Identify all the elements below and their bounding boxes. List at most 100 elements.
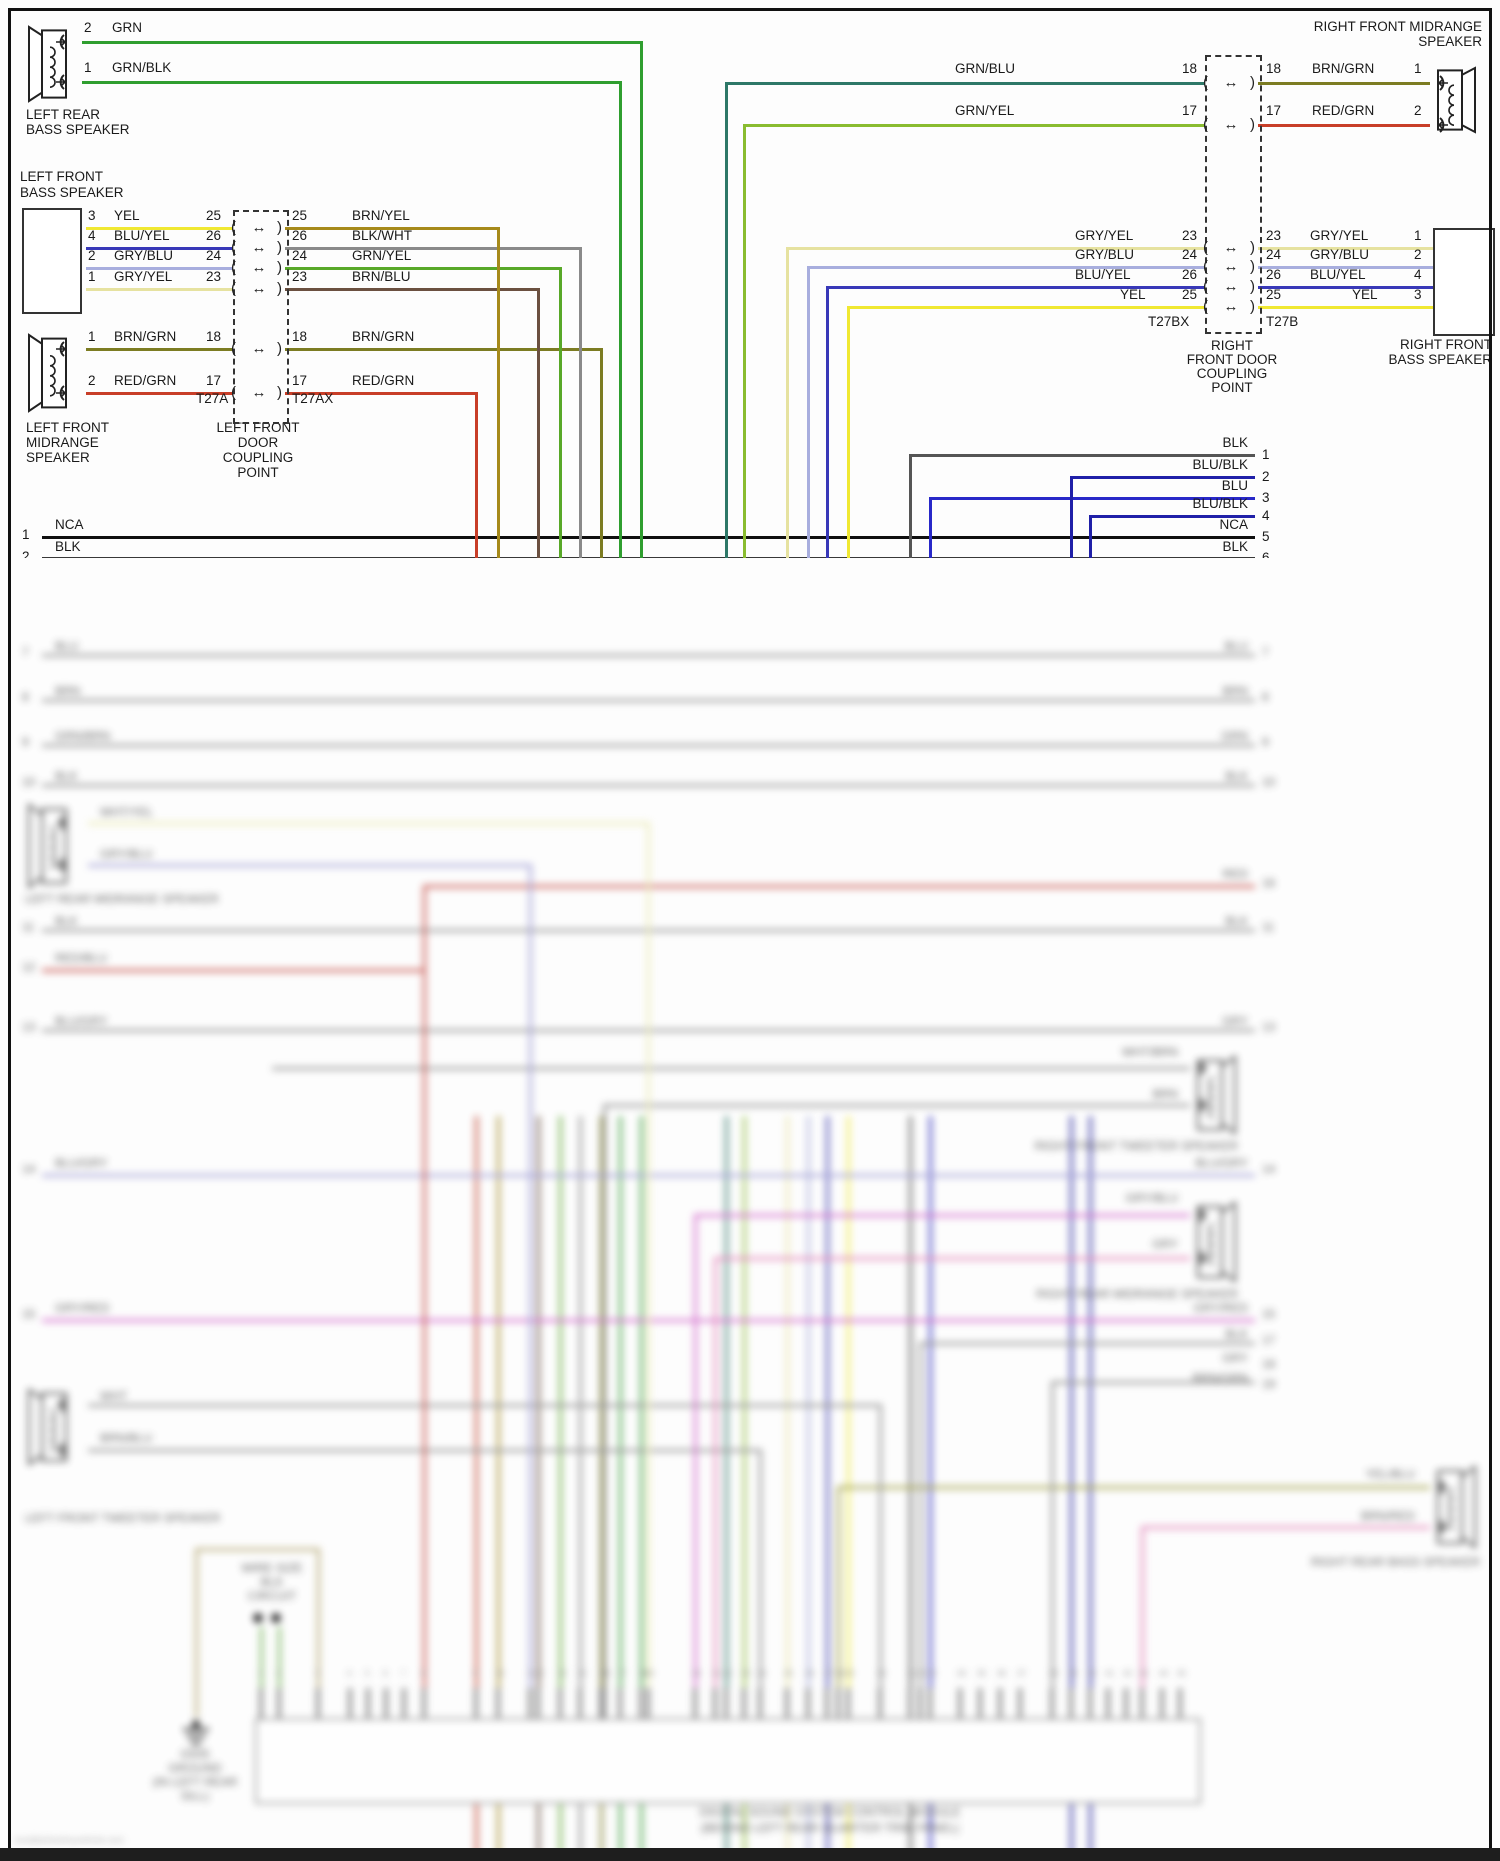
blurred-label: 13 (1262, 1020, 1276, 1034)
wire-segment-vertical (599, 1116, 603, 1861)
wire-label: 2 (1414, 247, 1422, 262)
wire-label: GRN/YEL (955, 103, 1015, 118)
coupling-paren-right: ) (277, 219, 282, 236)
connector-pin-stub (724, 1688, 728, 1718)
connector-pin-stub (402, 1688, 406, 1718)
connector-pin-number: 38 (1049, 1669, 1058, 1678)
wire-label: RIGHT FRONT (1400, 337, 1492, 352)
wire-label: BASS SPEAKER (1388, 352, 1492, 367)
wire-segment (285, 347, 601, 351)
wire-label: BLK (55, 539, 81, 554)
coupling-paren-right: ) (1250, 116, 1255, 133)
wire-segment (920, 1341, 1255, 1345)
connector-pin-stub (474, 1688, 478, 1718)
watermark: troubleshootmyvehicle.com (15, 1835, 125, 1845)
wire-segment-vertical (528, 863, 532, 1689)
wire-segment (827, 285, 1205, 289)
diagram-border-right (1489, 8, 1492, 1848)
wire-label: RIGHT FRONT MIDRANGE (1313, 19, 1482, 34)
connector-pin-stub (693, 1688, 697, 1718)
connector-pin-number: 28 (835, 1669, 844, 1678)
blurred-label: WIRE SIZE (241, 1561, 303, 1575)
blurred-label: GROUND (168, 1761, 222, 1775)
wire-label: GRY/BLU (1310, 247, 1370, 262)
wire-label: BLK (1222, 435, 1248, 450)
right-front-tweeter-speaker-icon (1190, 1052, 1236, 1138)
wire-segment-vertical (639, 1116, 643, 1861)
blurred-label: BLU (1224, 639, 1248, 653)
wire-label: 18 (1182, 61, 1198, 76)
wire-label: SPEAKER (1418, 34, 1482, 49)
coupling-paren-left: ( (1203, 258, 1208, 275)
wire-label: 1 (1414, 61, 1422, 76)
blurred-label: WHT/BRN (1122, 1045, 1178, 1059)
wire-label: BASS SPEAKER (20, 185, 124, 200)
wire-segment (196, 1547, 318, 1551)
connector-pin-stub (785, 1688, 789, 1718)
ground-symbol-bar (183, 1728, 209, 1731)
right-rear-bass-speaker-icon (1430, 1462, 1476, 1552)
blurred-label: WHT/YEL (100, 805, 154, 819)
coupling-paren-right: ) (277, 259, 282, 276)
blurred-label: GRY/RED (55, 1301, 110, 1315)
connector-pin-number: 42 (1123, 1669, 1132, 1678)
wire-label: 2 (88, 248, 96, 263)
wire-segment (1142, 1525, 1430, 1529)
blurred-label: GRN (1221, 729, 1248, 743)
wire-label: GRY/BLU (114, 248, 174, 263)
blurred-label: 11 (22, 920, 35, 934)
blurred-label: YEL/BLU (1365, 1467, 1415, 1481)
blurred-label: G505 (180, 1747, 210, 1761)
control-module-box (255, 1718, 1201, 1804)
connector-pin-stub (366, 1688, 370, 1718)
blurred-label: 14 (22, 1162, 36, 1176)
wire-label: BRN/GRN (114, 329, 177, 344)
connector-pin-number: 10 (495, 1669, 504, 1678)
wire-label: GRY/BLU (1075, 247, 1135, 262)
wire-label: RED/GRN (114, 373, 177, 388)
wire-label: 25 (1266, 287, 1282, 302)
diagram-border-left (8, 8, 11, 1848)
connector-pin-stub (618, 1688, 622, 1718)
wire-segment (42, 653, 1255, 657)
wire-segment-vertical (422, 884, 426, 1689)
wire-label: BRN/GRN (1312, 61, 1375, 76)
wire-label: 3 (88, 208, 96, 223)
connector-pin-number: 2 (276, 1669, 281, 1678)
wire-label: LEFT FRONT (20, 169, 104, 184)
wire-segment-vertical (639, 40, 643, 558)
wire-label: 25 (1182, 287, 1198, 302)
connector-pin-stub (384, 1688, 388, 1718)
coupling-arrow-icon: ↔ (251, 239, 267, 256)
wire-label: T27A (196, 391, 229, 406)
blurred-label: 7 (22, 645, 29, 659)
wire-label: 25 (292, 208, 308, 223)
connector-pin-stub (1018, 1688, 1022, 1718)
connector-pin-stub (528, 1688, 532, 1718)
wire-segment-vertical (742, 1116, 746, 1861)
right-front-door-coupling-box (1205, 55, 1262, 334)
coupling-arrow-icon: ↔ (251, 280, 267, 297)
wire-segment-vertical (618, 80, 622, 558)
wire-label: 18 (292, 329, 308, 344)
wire-segment-vertical (496, 226, 500, 558)
connector-pin-number: 14 (577, 1669, 586, 1678)
blurred-label: BLK (1225, 914, 1248, 928)
connector-pin-stub (742, 1688, 746, 1718)
connector-pin-stub (1069, 1688, 1073, 1718)
wire-segment (1258, 123, 1430, 127)
wire-label: T27BX (1148, 314, 1190, 329)
wire-label: 17 (292, 373, 308, 388)
wire-segment (1052, 1380, 1255, 1384)
wire-label: 23 (206, 269, 222, 284)
wire-label: 25 (206, 208, 222, 223)
blurred-label: 14 (1262, 1162, 1276, 1176)
blurred-label: 17 (1262, 1333, 1276, 1347)
connector-pin-stub (1178, 1688, 1182, 1718)
wire-segment-vertical (742, 123, 746, 558)
wire-segment (285, 246, 580, 250)
coupling-paren-right: ) (1250, 74, 1255, 91)
wire-segment-vertical (908, 1116, 912, 1861)
left-front-midrange-speaker-icon (28, 330, 74, 416)
wire-segment (604, 1103, 1190, 1107)
